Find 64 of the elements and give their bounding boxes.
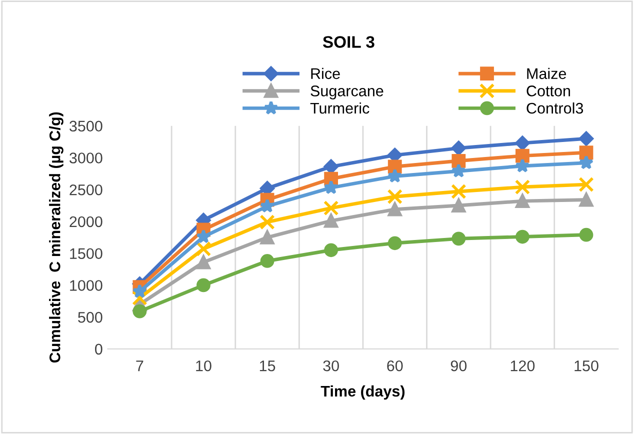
point [452, 154, 466, 168]
x-tick-label: 7 [136, 360, 144, 372]
legend-label: Control3 [526, 102, 584, 114]
point [452, 198, 466, 212]
y-tick-label: 0 [95, 344, 102, 355]
point [196, 255, 210, 270]
y-tick-label: 2000 [70, 216, 102, 228]
legend-label: Turmeric [310, 102, 370, 114]
point [324, 214, 338, 228]
point [516, 230, 530, 244]
x-tick-label: 15 [260, 360, 276, 372]
y-tick-label: 500 [78, 312, 102, 323]
y-axis-title: Cumulative C mineralized (µg C/g) [49, 112, 64, 363]
point [387, 188, 402, 204]
y-tick-label: 3500 [70, 120, 102, 132]
point [451, 184, 466, 200]
point [260, 254, 274, 268]
point [579, 146, 594, 160]
point [515, 158, 530, 172]
point [260, 214, 275, 230]
point [388, 202, 402, 216]
x-tick-label: 10 [196, 360, 212, 372]
x-tick-label: 60 [387, 360, 403, 372]
x-tick-label: 120 [510, 360, 535, 372]
point [196, 241, 212, 257]
chart-title: SOIL 3 [322, 36, 374, 48]
x-axis-title: Time (days) [320, 385, 405, 400]
point [579, 228, 594, 242]
point [260, 198, 275, 213]
legend-label: Cotton [526, 86, 570, 96]
point [132, 284, 148, 298]
point [452, 232, 466, 246]
y-tick-label: 3000 [70, 152, 102, 164]
y-tick-label: 2500 [70, 184, 102, 196]
y-tick-label: 1000 [70, 280, 102, 291]
point [196, 229, 211, 244]
point [388, 160, 402, 174]
point [579, 192, 594, 207]
point [324, 243, 338, 258]
x-tick-label: 150 [574, 360, 598, 372]
point [578, 131, 594, 146]
point [388, 168, 402, 183]
point [324, 159, 338, 174]
point [388, 236, 402, 250]
point [578, 176, 594, 192]
point [132, 290, 148, 306]
point [323, 200, 339, 216]
point [451, 163, 466, 178]
point [324, 180, 338, 194]
point [132, 304, 147, 318]
legend-label: Maize [527, 68, 566, 80]
point [514, 179, 530, 195]
point [451, 140, 466, 156]
legend-label: Rice [311, 68, 340, 80]
point [515, 136, 530, 150]
point [516, 148, 530, 163]
x-tick-label: 90 [450, 360, 467, 372]
legend-label: Sugarcane [310, 86, 384, 100]
point [578, 155, 594, 170]
point [260, 230, 274, 244]
y-tick-label: 1500 [70, 248, 102, 260]
x-tick-label: 30 [323, 360, 339, 372]
point [196, 278, 210, 292]
point [516, 194, 530, 208]
